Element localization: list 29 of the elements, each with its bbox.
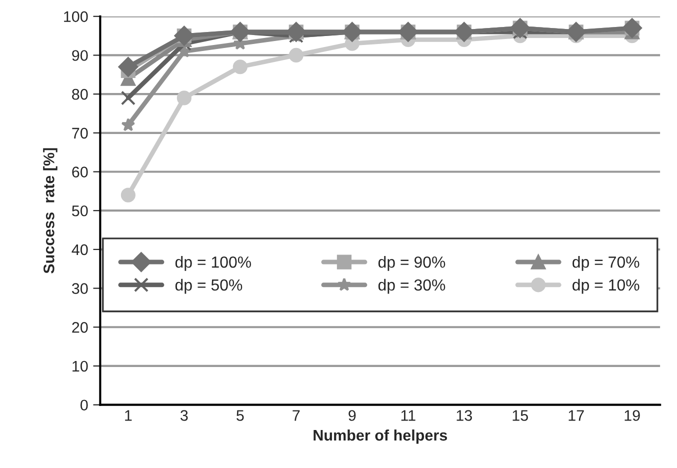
y-tick-label: 10 xyxy=(72,360,88,372)
x-axis-title: Number of helpers xyxy=(314,429,447,444)
x-tick-label: 7 xyxy=(292,410,300,421)
y-tick-label: 20 xyxy=(72,322,88,333)
x-tick-label: 11 xyxy=(401,410,416,421)
y-tick-label: 50 xyxy=(72,205,88,216)
x-tick-label: 15 xyxy=(512,410,528,421)
legend-label: dp = 30% xyxy=(378,278,446,294)
legend-label: dp = 100% xyxy=(175,256,252,271)
y-tick-label: 70 xyxy=(72,128,88,139)
x-tick-label: 19 xyxy=(624,410,640,421)
y-tick-label: 90 xyxy=(72,50,88,61)
y-tick-label: 80 xyxy=(72,88,88,100)
y-tick-label: 0 xyxy=(80,400,88,411)
x-tick-label: 9 xyxy=(348,410,356,421)
x-tick-label: 13 xyxy=(456,410,472,421)
x-tick-label: 17 xyxy=(568,410,584,421)
y-tick-label: 40 xyxy=(72,244,88,256)
y-tick-label: 60 xyxy=(72,166,88,178)
y-tick-label: 100 xyxy=(64,11,88,22)
y-tick-label: 30 xyxy=(72,283,88,294)
legend-label: dp = 10% xyxy=(572,278,640,294)
x-tick-label: 1 xyxy=(125,410,132,421)
legend-label: dp = 70% xyxy=(572,256,640,271)
x-tick-label: 3 xyxy=(180,410,188,421)
legend-label: dp = 50% xyxy=(175,278,242,294)
legend-label: dp = 90% xyxy=(378,256,446,271)
x-tick-label: 5 xyxy=(236,410,244,421)
y-axis-title: Success rate [%] xyxy=(43,148,58,274)
